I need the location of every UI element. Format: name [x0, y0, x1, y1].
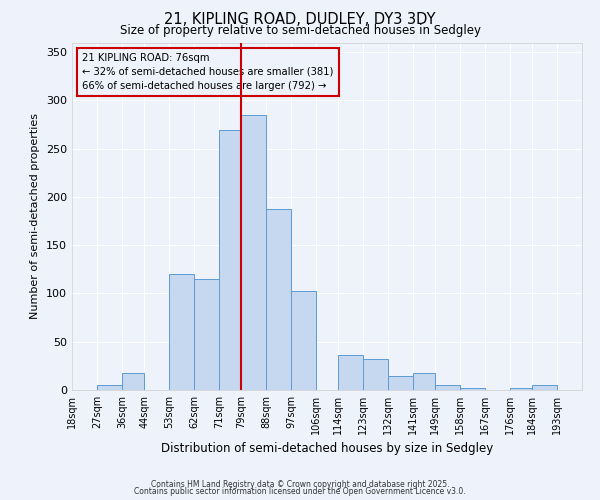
Bar: [97, 385, 122, 390]
Bar: [413, 372, 435, 390]
Bar: [169, 274, 194, 390]
Text: Size of property relative to semi-detached houses in Sedgley: Size of property relative to semi-detach…: [119, 24, 481, 37]
Bar: [291, 290, 316, 390]
Bar: [219, 130, 241, 390]
Bar: [363, 359, 388, 390]
Bar: [122, 372, 144, 390]
Bar: [241, 115, 266, 390]
Bar: [194, 279, 219, 390]
X-axis label: Distribution of semi-detached houses by size in Sedgley: Distribution of semi-detached houses by …: [161, 442, 493, 456]
Bar: [532, 385, 557, 390]
Text: 21 KIPLING ROAD: 76sqm
← 32% of semi-detached houses are smaller (381)
66% of se: 21 KIPLING ROAD: 76sqm ← 32% of semi-det…: [82, 53, 334, 91]
Bar: [435, 385, 460, 390]
Y-axis label: Number of semi-detached properties: Number of semi-detached properties: [31, 114, 40, 320]
Bar: [460, 388, 485, 390]
Bar: [266, 208, 291, 390]
Bar: [388, 376, 413, 390]
Text: Contains HM Land Registry data © Crown copyright and database right 2025.: Contains HM Land Registry data © Crown c…: [151, 480, 449, 489]
Text: Contains public sector information licensed under the Open Government Licence v3: Contains public sector information licen…: [134, 487, 466, 496]
Text: 21, KIPLING ROAD, DUDLEY, DY3 3DY: 21, KIPLING ROAD, DUDLEY, DY3 3DY: [164, 12, 436, 28]
Bar: [338, 355, 363, 390]
Bar: [510, 388, 532, 390]
